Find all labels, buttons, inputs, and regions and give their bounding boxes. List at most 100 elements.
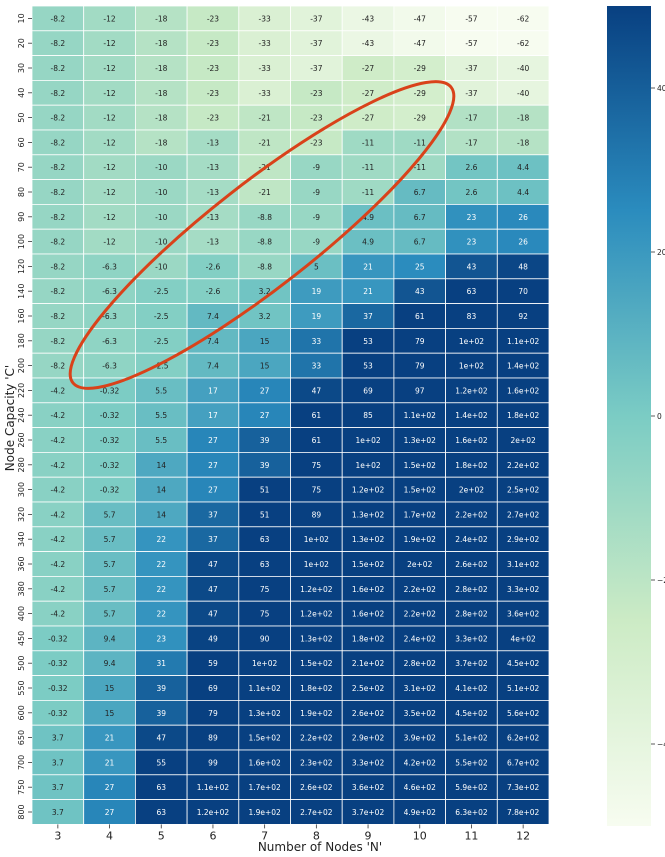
heatmap-cell [83,576,136,602]
heatmap-cell [496,30,550,56]
cell-value-label: 4.9 [362,238,374,247]
cell-value-label: 4.6e+02 [404,783,437,792]
heatmap-cell [290,526,343,552]
cell-value-label: 1.3e+02 [352,510,385,519]
heatmap-cell [393,179,446,205]
cell-value-label: 5.7 [104,510,116,519]
y-tick-label: 120 [17,259,26,274]
colorbar-tick-label: 0 [657,412,662,421]
cell-value-label: 53 [363,362,373,371]
heatmap-cell [290,576,343,602]
heatmap-cell [186,476,240,503]
cell-value-label: 1.6e+02 [352,585,385,594]
cell-value-label: 3.5e+02 [404,709,437,718]
cell-value-label: -0.32 [100,386,120,395]
heatmap-cell [238,799,291,825]
cell-value-label: -12 [103,64,115,73]
cell-value-label: -37 [465,89,477,98]
cell-value-label: 61 [415,312,425,321]
cell-value-label: 2.2e+02 [300,734,333,743]
cell-value-label: 7.4 [207,312,219,321]
heatmap-cell [31,80,85,106]
cell-value-label: 1e+02 [252,659,277,668]
cell-value-label: 22 [156,535,166,544]
heatmap-cell [341,154,395,181]
x-tick-label: 3 [54,829,61,842]
cell-value-label: -8.2 [51,138,66,147]
heatmap-cell [83,104,136,131]
cell-value-label: -18 [155,14,167,23]
heatmap-cell [238,576,291,602]
cell-value-label: 1e+02 [304,560,329,569]
cell-value-label: 5.7 [104,585,116,594]
cell-value-label: 1.9e+02 [300,709,333,718]
heatmap-cell [290,303,343,329]
heatmap-cell [445,451,498,478]
cell-value-label: -9 [313,163,321,172]
cell-value-label: 2.3e+02 [300,758,333,767]
cell-value-label: 5.7 [104,535,116,544]
cell-value-label: 2.8e+02 [404,659,437,668]
heatmap-cell [186,724,240,751]
cell-value-label: -18 [517,138,529,147]
cell-value-label: 19 [312,312,322,321]
cell-value-label: 7.4 [207,362,219,371]
heatmap-cell [445,278,498,304]
y-tick-label: 280 [17,457,26,472]
cell-value-label: -43 [362,14,374,23]
cell-value-label: -12 [103,114,115,123]
cell-value-label: -11 [362,188,374,197]
cell-value-label: 43 [467,262,477,271]
heatmap-cell [393,228,446,255]
heatmap-cell [496,154,550,181]
cell-value-label: 1.5e+02 [300,659,333,668]
cell-value-label: -0.32 [48,634,68,643]
cell-value-label: 5.9e+02 [455,783,488,792]
heatmap-cell [83,675,136,701]
heatmap-cell [445,228,498,255]
heatmap-cell [83,700,136,726]
cell-value-label: 1.8e+02 [507,411,540,420]
cell-value-label: 4.9 [362,213,374,222]
cell-value-label: 90 [260,634,270,643]
heatmap-cell [31,451,85,478]
heatmap-cell [496,749,550,776]
heatmap-cell [445,724,498,751]
cell-value-label: 2e+02 [407,560,432,569]
cell-value-label: -6.3 [102,262,117,271]
cell-value-label: 3.6e+02 [507,610,540,619]
cell-value-label: 1.1e+02 [248,684,281,693]
heatmap-cell [445,600,498,627]
y-tick-label: 90 [17,212,26,222]
heatmap-cell [445,154,498,181]
cell-value-label: -57 [465,14,477,23]
cell-value-label: 43 [415,287,425,296]
cell-value-label: 26 [518,238,528,247]
cell-value-label: -29 [414,114,426,123]
y-tick-label: 40 [17,88,26,98]
colorbar-gradient [607,6,651,826]
cell-value-label: 33 [312,362,322,371]
y-tick-label: 260 [17,432,26,447]
cell-value-label: -13 [207,238,219,247]
y-axis-ticks: 10 20 30 40 50 60 70 80 90 100 120 140 160 180 200 220 2… [17,13,32,820]
heatmap-cell [134,104,188,131]
cell-value-label: -2.5 [154,312,169,321]
cell-value-label: 2.9e+02 [352,734,385,743]
heatmap-cell [393,402,446,428]
cell-value-label: -8.2 [51,213,66,222]
heatmap-cell [341,799,395,825]
cell-value-label: -12 [103,238,115,247]
heatmap-cell [31,129,85,156]
heatmap-cell [445,551,498,577]
cell-value-label: -6.3 [102,337,117,346]
heatmap-cell [496,724,550,751]
heatmap-cell [186,30,240,56]
cell-value-label: -4.2 [51,535,66,544]
cell-value-label: 2e+02 [511,436,536,445]
heatmap-cell [238,203,291,230]
cell-value-label: -18 [155,114,167,123]
heatmap-cell [290,5,343,32]
y-tick-label: 100 [17,234,26,249]
cell-value-label: 92 [518,312,528,321]
